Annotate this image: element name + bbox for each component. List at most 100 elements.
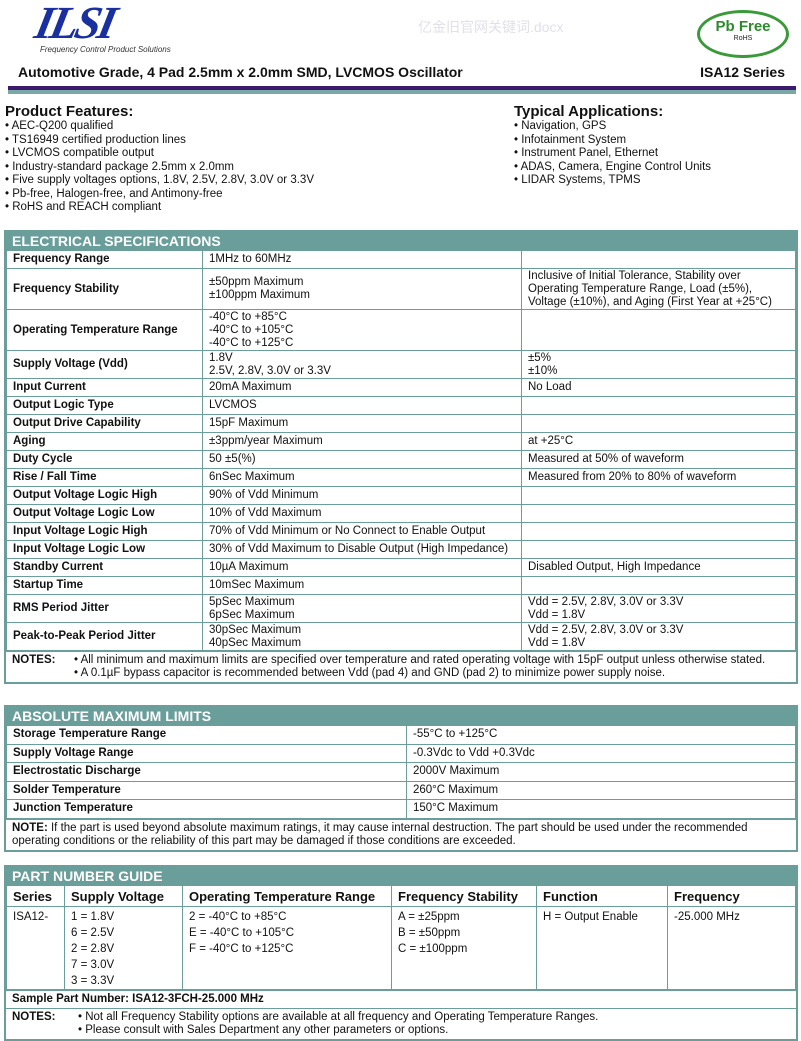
divider <box>8 90 796 94</box>
spec-name: RMS Period Jitter <box>6 594 203 623</box>
spec-value: 30pSec Maximum 40pSec Maximum <box>202 622 522 651</box>
limit-value: -55°C to +125°C <box>406 725 796 745</box>
doc-title: Automotive Grade, 4 Pad 2.5mm x 2.0mm SM… <box>18 64 463 80</box>
spec-value: ±50ppm Maximum ±100ppm Maximum <box>202 268 522 310</box>
spec-name: Output Logic Type <box>6 396 203 415</box>
option: E = -40°C to +105°C <box>189 927 295 939</box>
table-row: Supply Voltage Range -0.3Vdc to Vdd +0.3V… <box>6 743 796 763</box>
spec-value: 1.8V 2.5V, 2.8V, 3.0V or 3.3V <box>202 350 522 379</box>
table-row: Rise / Fall Time 6nSec Maximum Measured fr… <box>6 468 796 487</box>
spec-value: 30% of Vdd Maximum to Disable Output (Hi… <box>202 540 522 559</box>
list-item: • TS16949 certified production lines <box>5 133 186 146</box>
spec-name: Frequency Stability <box>6 268 203 310</box>
option-cell: A = ±25ppm B = ±50ppm C = ±100ppm <box>391 906 537 990</box>
table-row: Solder Temperature 260°C Maximum <box>6 780 796 800</box>
limit-value: -0.3Vdc to Vdd +0.3Vdc <box>406 743 796 763</box>
spec-value: 1MHz to 60MHz <box>202 250 522 269</box>
table-row: Output Drive Capability 15pF Maximum <box>6 414 796 433</box>
spec-condition <box>521 414 796 433</box>
option: F = -40°C to +125°C <box>189 943 294 955</box>
spec-condition <box>521 309 796 351</box>
absolute-maximum-limits: ABSOLUTE MAXIMUM LIMITS Storage Temperat… <box>4 705 798 852</box>
list-item: • Navigation, GPS <box>514 120 607 132</box>
spec-value: 50 ±5(%) <box>202 450 522 469</box>
list-item: • LVCMOS compatible output <box>5 147 154 159</box>
option: C = ±100ppm <box>398 943 468 955</box>
spec-name: Input Current <box>6 378 203 397</box>
table-row: RMS Period Jitter 5pSec Maximum 6pSec Maxi… <box>6 594 796 623</box>
option: -25.000 MHz <box>674 911 740 923</box>
spec-value: 15pF Maximum <box>202 414 522 433</box>
list-item: • LIDAR Systems, TPMS <box>514 174 641 186</box>
electrical-specifications: ELECTRICAL SPECIFICATIONS Frequency Rang… <box>4 230 798 684</box>
option-cell: 1 = 1.8V 6 = 2.5V 2 = 2.8V 7 = 3.0V 3 = 3.3V <box>64 906 183 990</box>
note-text: • Not all Frequency Stability options ar… <box>78 1011 599 1023</box>
spec-condition: Inclusive of Initial Tolerance, Stabilit… <box>521 268 796 310</box>
table-row: Aging ±3ppm/year Maximum at +25°C <box>6 432 796 451</box>
divider <box>8 86 796 90</box>
spec-value: 10% of Vdd Maximum <box>202 504 522 523</box>
column-header: Frequency Stability <box>391 885 537 907</box>
column-header: Operating Temperature Range <box>182 885 392 907</box>
spec-value: 10µA Maximum <box>202 558 522 577</box>
spec-name: Frequency Range <box>6 250 203 269</box>
pb-free-badge: Pb Free RoHS <box>697 10 789 58</box>
spec-condition: Vdd = 2.5V, 2.8V, 3.0V or 3.3V Vdd = 1.8V <box>521 594 796 623</box>
note-item: NOTES: • Not all Frequency Stability opti… <box>12 1011 790 1024</box>
list-item: • Five supply voltages options, 1.8V, 2.… <box>5 174 314 186</box>
spec-condition <box>521 576 796 595</box>
note-text: • All minimum and maximum limits are spe… <box>74 654 766 666</box>
limit-name: Solder Temperature <box>6 780 407 800</box>
spec-value: ±3ppm/year Maximum <box>202 432 522 451</box>
spec-name: Rise / Fall Time <box>6 468 203 487</box>
spec-value: LVCMOS <box>202 396 522 415</box>
table-row: Storage Temperature Range -55°C to +125°C <box>6 725 796 745</box>
sample-part-number: Sample Part Number: ISA12-3FCH-25.000 MH… <box>6 990 796 1008</box>
spec-name: Supply Voltage (Vdd) <box>6 350 203 379</box>
spec-condition: at +25°C <box>521 432 796 451</box>
list-item: • ADAS, Camera, Engine Control Units <box>514 160 712 173</box>
table-row: Supply Voltage (Vdd) 1.8V 2.5V, 2.8V, 3.0V… <box>6 350 796 379</box>
product-features: Product Features: • AEC-Q200 qualified • T… <box>5 103 314 214</box>
limit-name: Junction Temperature <box>6 799 407 819</box>
spec-name: Output Voltage Logic High <box>6 486 203 505</box>
spec-name: Output Voltage Logic Low <box>6 504 203 523</box>
spec-condition <box>521 504 796 523</box>
spec-condition <box>521 540 796 559</box>
option: 1 = 1.8V <box>71 911 115 923</box>
option-cell: ISA12- <box>6 906 65 990</box>
note-item: NOTES: • All minimum and maximum limits a… <box>12 654 790 667</box>
electrical-notes: NOTES: • All minimum and maximum limits a… <box>6 651 796 682</box>
limit-value: 150°C Maximum <box>406 799 796 819</box>
note-item: • Please consult with Sales Department a… <box>12 1024 790 1037</box>
spec-value: 90% of Vdd Minimum <box>202 486 522 505</box>
spec-name: Aging <box>6 432 203 451</box>
list-item: • Industry-standard package 2.5mm x 2.0m… <box>5 160 235 173</box>
column-header: Series <box>6 885 65 907</box>
list-item: • AEC-Q200 qualified <box>5 120 114 132</box>
option-cell: -25.000 MHz <box>667 906 796 990</box>
spec-name: Duty Cycle <box>6 450 203 469</box>
ilsi-logo: ILSI Frequency Control Product Solutions <box>30 0 171 54</box>
option: ISA12- <box>13 911 49 923</box>
limit-name: Electrostatic Discharge <box>6 762 407 782</box>
note-text: • Please consult with Sales Department a… <box>78 1024 449 1036</box>
spec-value: 5pSec Maximum 6pSec Maximum <box>202 594 522 623</box>
list-item: • RoHS and REACH compliant <box>5 201 162 213</box>
table-row: Electrostatic Discharge 2000V Maximum <box>6 762 796 782</box>
spec-value: 20mA Maximum <box>202 378 522 397</box>
column-header: Supply Voltage <box>64 885 183 907</box>
spec-condition <box>521 522 796 541</box>
spec-condition <box>521 486 796 505</box>
limit-value: 260°C Maximum <box>406 780 796 800</box>
spec-condition: Measured at 50% of waveform <box>521 450 796 469</box>
spec-condition <box>521 396 796 415</box>
option: 6 = 2.5V <box>71 927 115 939</box>
spec-value: 10mSec Maximum <box>202 576 522 595</box>
table-row: Peak-to-Peak Period Jitter 30pSec Maximum… <box>6 622 796 651</box>
option: A = ±25ppm <box>398 911 460 923</box>
option: 2 = 2.8V <box>71 943 115 955</box>
limit-name: Supply Voltage Range <box>6 743 407 763</box>
watermark: 亿金旧官网关键词.docx <box>418 19 564 35</box>
table-row: Output Voltage Logic Low 10% of Vdd Maxim… <box>6 504 796 523</box>
